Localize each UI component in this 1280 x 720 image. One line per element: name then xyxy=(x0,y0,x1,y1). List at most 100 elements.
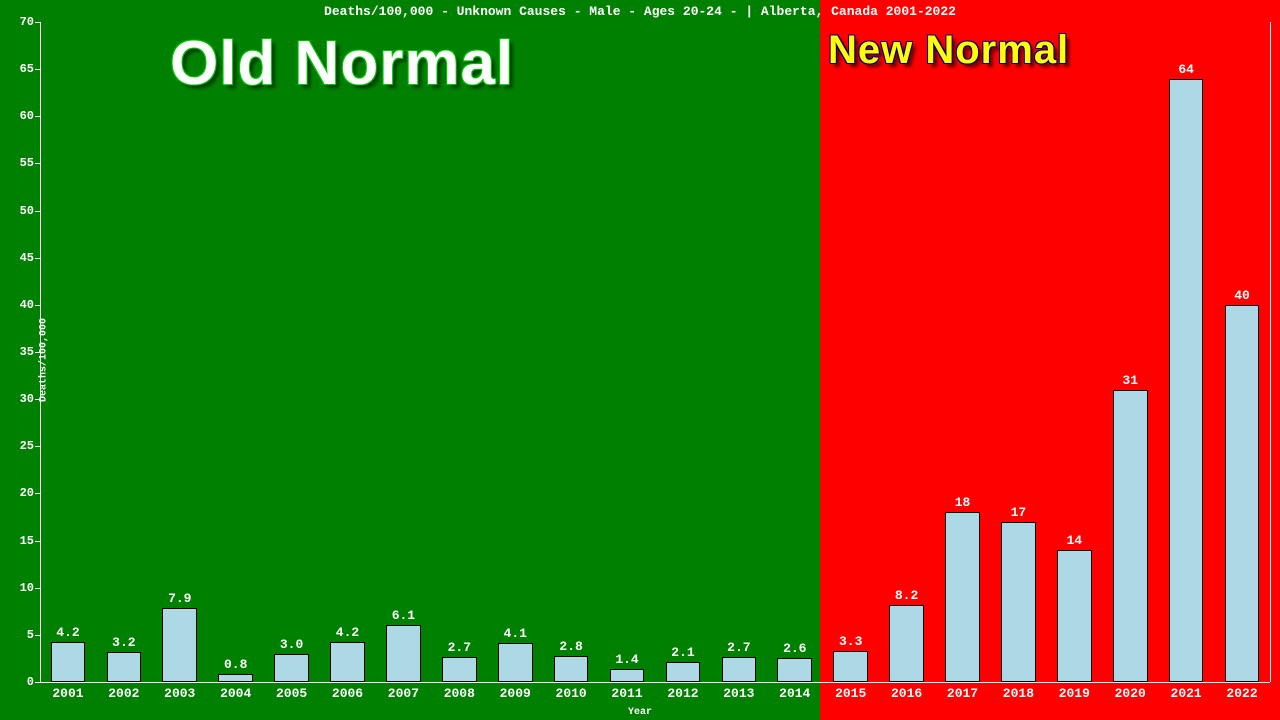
y-tick-mark xyxy=(35,635,40,636)
bar-value-label: 0.8 xyxy=(224,657,247,672)
y-tick-label: 65 xyxy=(6,62,34,76)
bar-value-label: 6.1 xyxy=(392,608,415,623)
x-tick-label: 2014 xyxy=(779,686,810,701)
bar-value-label: 3.3 xyxy=(839,634,862,649)
x-tick-label: 2010 xyxy=(556,686,587,701)
x-tick-label: 2021 xyxy=(1171,686,1202,701)
y-tick-mark xyxy=(35,22,40,23)
y-tick-mark xyxy=(35,163,40,164)
bar-value-label: 7.9 xyxy=(168,591,191,606)
bar-value-label: 3.2 xyxy=(112,635,135,650)
x-axis-label: Year xyxy=(0,707,1280,718)
bar-value-label: 1.4 xyxy=(615,652,638,667)
y-tick-label: 40 xyxy=(6,298,34,312)
x-tick-label: 2006 xyxy=(332,686,363,701)
bar xyxy=(51,642,86,682)
y-tick-label: 15 xyxy=(6,534,34,548)
bar xyxy=(1001,522,1036,682)
bar xyxy=(162,608,197,682)
y-tick-mark xyxy=(35,399,40,400)
bar xyxy=(386,625,421,683)
annotation-text: New Normal xyxy=(828,28,1069,73)
bar xyxy=(945,512,980,682)
x-tick-label: 2018 xyxy=(1003,686,1034,701)
bar-value-label: 64 xyxy=(1178,62,1194,77)
bar xyxy=(833,651,868,682)
y-tick-mark xyxy=(35,305,40,306)
x-tick-label: 2008 xyxy=(444,686,475,701)
y-tick-mark xyxy=(35,493,40,494)
bar-value-label: 8.2 xyxy=(895,588,918,603)
bar-value-label: 2.1 xyxy=(671,645,694,660)
y-tick-label: 30 xyxy=(6,392,34,406)
bar xyxy=(1169,79,1204,682)
bar xyxy=(722,657,757,682)
x-tick-label: 2017 xyxy=(947,686,978,701)
y-tick-label: 5 xyxy=(6,628,34,642)
x-tick-label: 2003 xyxy=(164,686,195,701)
x-tick-label: 2020 xyxy=(1115,686,1146,701)
bar xyxy=(554,656,589,682)
y-tick-label: 70 xyxy=(6,15,34,29)
y-tick-mark xyxy=(35,69,40,70)
x-tick-label: 2002 xyxy=(108,686,139,701)
bar xyxy=(107,652,142,682)
annotation-text: Old Normal xyxy=(170,28,514,99)
bar xyxy=(274,654,309,682)
bar xyxy=(330,642,365,682)
y-tick-mark xyxy=(35,352,40,353)
x-tick-label: 2019 xyxy=(1059,686,1090,701)
y-tick-label: 20 xyxy=(6,486,34,500)
bar-value-label: 14 xyxy=(1067,533,1083,548)
y-tick-mark xyxy=(35,258,40,259)
y-tick-mark xyxy=(35,588,40,589)
x-tick-label: 2015 xyxy=(835,686,866,701)
axis-line-bottom xyxy=(40,682,1270,683)
x-tick-label: 2011 xyxy=(611,686,642,701)
x-tick-label: 2012 xyxy=(667,686,698,701)
x-tick-label: 2009 xyxy=(500,686,531,701)
x-tick-label: 2005 xyxy=(276,686,307,701)
x-tick-label: 2016 xyxy=(891,686,922,701)
y-tick-label: 60 xyxy=(6,109,34,123)
y-tick-label: 25 xyxy=(6,439,34,453)
bar xyxy=(889,605,924,682)
chart-title: Deaths/100,000 - Unknown Causes - Male -… xyxy=(0,4,1280,19)
axis-line-left xyxy=(40,22,41,682)
x-tick-label: 2004 xyxy=(220,686,251,701)
y-tick-mark xyxy=(35,446,40,447)
y-tick-label: 35 xyxy=(6,345,34,359)
x-tick-label: 2001 xyxy=(52,686,83,701)
x-tick-label: 2022 xyxy=(1226,686,1257,701)
bar-value-label: 4.2 xyxy=(56,625,79,640)
bar-value-label: 3.0 xyxy=(280,637,303,652)
bar xyxy=(777,658,812,683)
bar-value-label: 4.2 xyxy=(336,625,359,640)
bar-value-label: 40 xyxy=(1234,288,1250,303)
y-tick-label: 0 xyxy=(6,675,34,689)
bar xyxy=(1225,305,1260,682)
bar xyxy=(666,662,701,682)
y-tick-label: 45 xyxy=(6,251,34,265)
y-tick-mark xyxy=(35,541,40,542)
y-tick-mark xyxy=(35,116,40,117)
bar-value-label: 4.1 xyxy=(504,626,527,641)
bar xyxy=(1057,550,1092,682)
bar xyxy=(610,669,645,682)
bar-value-label: 2.6 xyxy=(783,641,806,656)
bar xyxy=(218,674,253,682)
bar-value-label: 18 xyxy=(955,495,971,510)
y-tick-label: 10 xyxy=(6,581,34,595)
bar xyxy=(442,657,477,682)
chart-container: Deaths/100,000 - Unknown Causes - Male -… xyxy=(0,0,1280,720)
bar-value-label: 2.8 xyxy=(559,639,582,654)
x-tick-label: 2013 xyxy=(723,686,754,701)
y-tick-label: 55 xyxy=(6,156,34,170)
axis-line-right xyxy=(1270,22,1271,682)
y-tick-mark xyxy=(35,682,40,683)
bar-value-label: 31 xyxy=(1122,373,1138,388)
y-tick-label: 50 xyxy=(6,204,34,218)
y-tick-mark xyxy=(35,211,40,212)
bar-value-label: 17 xyxy=(1011,505,1027,520)
x-tick-label: 2007 xyxy=(388,686,419,701)
